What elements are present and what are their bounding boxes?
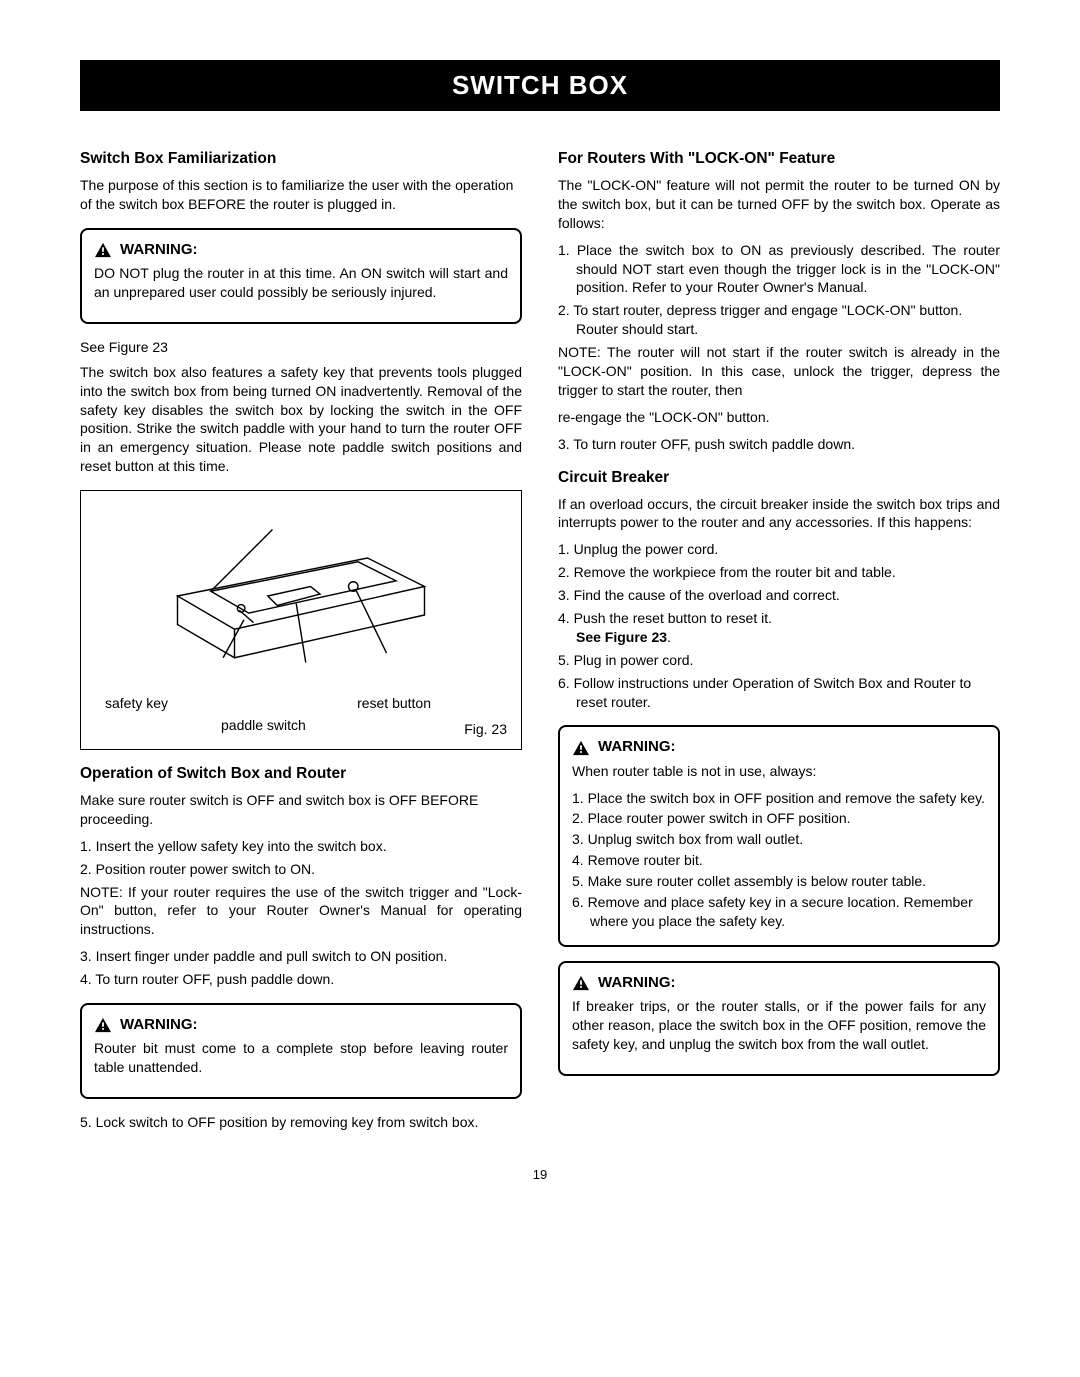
warning-3-steps: 1. Place the switch box in OFF position … — [572, 789, 986, 931]
warning-triangle-icon — [572, 740, 590, 756]
list-item: 3. Insert finger under paddle and pull s… — [80, 947, 522, 966]
list-item: 4. Push the reset button to reset it.See… — [558, 609, 1000, 647]
figure-label-safety-key: safety key — [105, 694, 168, 713]
list-item: 3. Unplug switch box from wall outlet. — [572, 830, 986, 849]
list-item: 5. Lock switch to OFF position by removi… — [80, 1113, 522, 1132]
section-banner: SWITCH BOX — [80, 60, 1000, 111]
list-item: 2. Position router power switch to ON. — [80, 860, 522, 879]
warning-4-text: If breaker trips, or the router stalls, … — [572, 997, 986, 1054]
operation-step-5: 5. Lock switch to OFF position by removi… — [80, 1113, 522, 1132]
two-column-layout: Switch Box Familiarization The purpose o… — [80, 135, 1000, 1136]
figure-number: Fig. 23 — [464, 720, 507, 739]
list-item: 5. Plug in power cord. — [558, 651, 1000, 670]
warning-heading: WARNING: — [94, 240, 508, 260]
paragraph-circuit-breaker: If an overload occurs, the circuit break… — [558, 495, 1000, 533]
operation-steps-1-2: 1. Insert the yellow safety key into the… — [80, 837, 522, 879]
heading-operation: Operation of Switch Box and Router — [80, 764, 522, 785]
list-item: 3. Find the cause of the overload and co… — [558, 586, 1000, 605]
lock-on-steps-1-2: 1. Place the switch box to ON as previou… — [558, 241, 1000, 339]
list-item: 2. Place router power switch in OFF posi… — [572, 809, 986, 828]
paragraph-familiarization: The purpose of this section is to famili… — [80, 176, 522, 214]
list-item: 2. Remove the workpiece from the router … — [558, 563, 1000, 582]
left-column: Switch Box Familiarization The purpose o… — [80, 135, 522, 1136]
figure-23-illustration — [91, 501, 511, 691]
warning-3-intro: When router table is not in use, always: — [572, 762, 986, 781]
operation-steps-3-4: 3. Insert finger under paddle and pull s… — [80, 947, 522, 989]
lock-on-reengage: re-engage the "LOCK-ON" button. — [558, 408, 1000, 427]
warning-2-text: Router bit must come to a complete stop … — [94, 1039, 508, 1077]
warning-box-1: WARNING: DO NOT plug the router in at th… — [80, 228, 522, 324]
heading-circuit-breaker: Circuit Breaker — [558, 468, 1000, 489]
breaker-steps: 1. Unplug the power cord. 2. Remove the … — [558, 540, 1000, 711]
warning-triangle-icon — [94, 1017, 112, 1033]
warning-box-4: WARNING: If breaker trips, or the router… — [558, 961, 1000, 1076]
page-number: 19 — [80, 1166, 1000, 1184]
warning-label: WARNING: — [598, 737, 676, 757]
warning-label: WARNING: — [120, 1015, 198, 1035]
list-item: 2. To start router, depress trigger and … — [558, 301, 1000, 339]
warning-label: WARNING: — [120, 240, 198, 260]
lock-on-step-3: 3. To turn router OFF, push switch paddl… — [558, 435, 1000, 454]
list-item: 1. Place the switch box to ON as previou… — [558, 241, 1000, 298]
warning-triangle-icon — [94, 242, 112, 258]
paragraph-operation-intro: Make sure router switch is OFF and switc… — [80, 791, 522, 829]
warning-triangle-icon — [572, 975, 590, 991]
list-item: 4. To turn router OFF, push paddle down. — [80, 970, 522, 989]
list-item: 1. Unplug the power cord. — [558, 540, 1000, 559]
warning-heading: WARNING: — [572, 973, 986, 993]
warning-box-3: WARNING: When router table is not in use… — [558, 725, 1000, 946]
warning-1-text: DO NOT plug the router in at this time. … — [94, 264, 508, 302]
list-item: 6. Follow instructions under Operation o… — [558, 674, 1000, 712]
warning-box-2: WARNING: Router bit must come to a compl… — [80, 1003, 522, 1099]
list-item: 6. Remove and place safety key in a secu… — [572, 893, 986, 931]
list-item: 1. Insert the yellow safety key into the… — [80, 837, 522, 856]
warning-label: WARNING: — [598, 973, 676, 993]
list-item: 1. Place the switch box in OFF position … — [572, 789, 986, 808]
see-figure-ref: See Figure 23 — [80, 338, 522, 357]
paragraph-safety-key: The switch box also features a safety ke… — [80, 363, 522, 476]
warning-heading: WARNING: — [94, 1015, 508, 1035]
heading-familiarization: Switch Box Familiarization — [80, 149, 522, 170]
paragraph-lock-on: The "LOCK-ON" feature will not permit th… — [558, 176, 1000, 233]
heading-lock-on: For Routers With "LOCK-ON" Feature — [558, 149, 1000, 170]
warning-heading: WARNING: — [572, 737, 986, 757]
list-item: 5. Make sure router collet assembly is b… — [572, 872, 986, 891]
list-item: 3. To turn router OFF, push switch paddl… — [558, 435, 1000, 454]
list-item: 4. Remove router bit. — [572, 851, 986, 870]
figure-23-box: safety key reset button paddle switch Fi… — [80, 490, 522, 750]
operation-note: NOTE: If your router requires the use of… — [80, 883, 522, 940]
figure-label-reset-button: reset button — [357, 694, 431, 713]
lock-on-note: NOTE: The router will not start if the r… — [558, 343, 1000, 400]
figure-label-paddle-switch: paddle switch — [221, 716, 306, 735]
right-column: For Routers With "LOCK-ON" Feature The "… — [558, 135, 1000, 1136]
breaker-see-figure: See Figure 23 — [576, 629, 667, 645]
